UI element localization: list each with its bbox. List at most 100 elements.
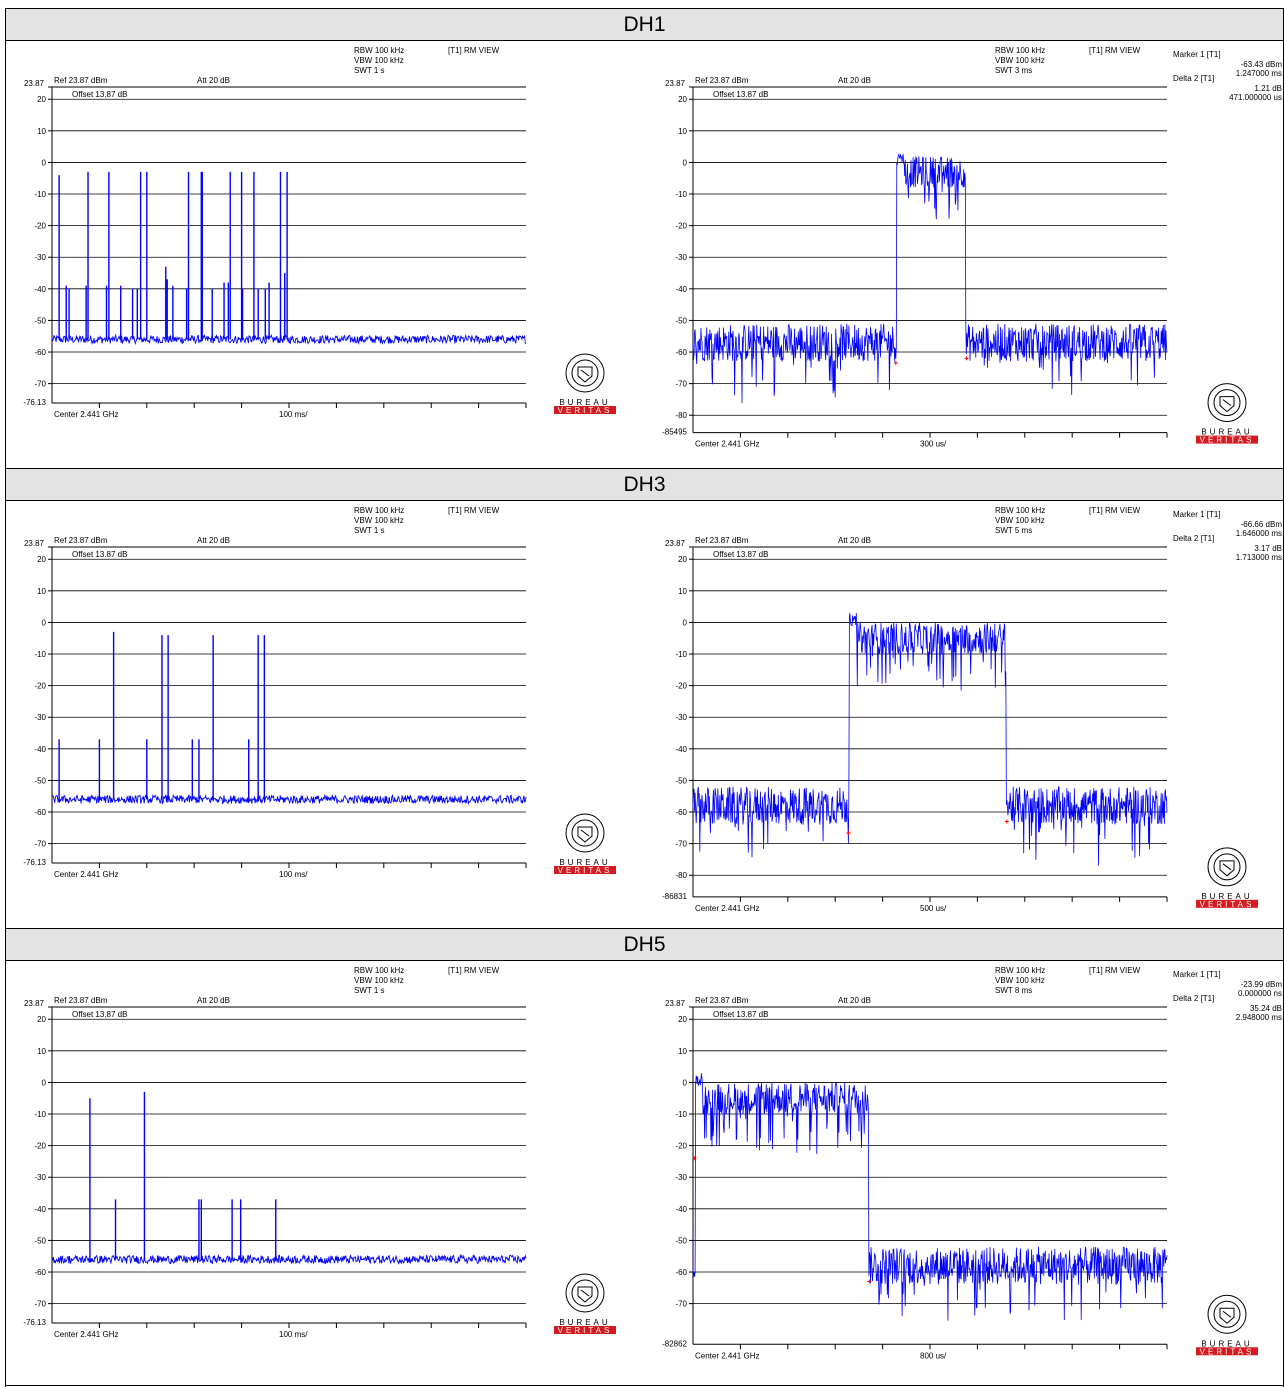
dh1-left-logo-bar-top [554, 398, 616, 406]
dh1-right-y-tick-label: -80 [675, 411, 687, 420]
dh3-right-y-tick-label: -10 [675, 650, 687, 659]
dh5-right-y-tick-label: 20 [678, 1015, 687, 1024]
dh3-right-marker-time: 1.713000 ms [1236, 553, 1282, 562]
dh5-left-y-tick-label: 0 [42, 1078, 47, 1087]
dh1-left-y-tick-label: 20 [37, 95, 46, 104]
dh1-right-logo-inner-ring [1213, 389, 1241, 417]
dh5-left-y-tick-label: -10 [34, 1110, 46, 1119]
dh1-left-y-tick-label: 10 [37, 127, 46, 136]
dh5-right-attenuation: Att 20 dB [838, 996, 871, 1005]
dh3-right-rbw-label: RBW 100 kHz [995, 506, 1045, 515]
dh3-right-logo-inner-ring [1213, 853, 1241, 881]
dh5-left-trace [51, 1253, 527, 1265]
dh1-left-vbw-label: VBW 100 kHz [354, 56, 404, 65]
dh3-right-logo-shield-mark [1222, 863, 1232, 871]
dh1-right-y-tick-label: -70 [675, 380, 687, 389]
dh3-right-y-tick-label: -60 [675, 808, 687, 817]
dh5-right-y-tick-label: -20 [675, 1142, 687, 1151]
dh1-right-marker-time: 1.247000 ms [1236, 69, 1282, 78]
dh5-right-y-top-label: 23.87 [665, 999, 686, 1008]
dh5-right-rbw-label: RBW 100 kHz [995, 966, 1045, 975]
dh3-right-logo-bar-top [1196, 891, 1258, 900]
dh5-left-offset-label: Offset 13.87 dB [72, 1010, 127, 1019]
section-header-dh1: DH1 [5, 8, 1284, 41]
dh1-right-offset-label: Offset 13.87 dB [713, 90, 768, 99]
dh1-right-logo-shield-mark [1222, 399, 1232, 406]
dh3-right-y-tick-label: 20 [678, 555, 687, 564]
section-header-dh5: DH5 [5, 928, 1284, 961]
dh5-left-y-tick-label: -20 [34, 1142, 46, 1151]
dh5-right-logo-inner-ring [1213, 1300, 1241, 1328]
dh3-left-y-tick-label: 0 [42, 618, 47, 627]
dh5-left-attenuation: Att 20 dB [197, 996, 230, 1005]
dh5-left-y-tick-label: -50 [34, 1236, 46, 1245]
dh3-right-ref-level: Ref 23.87 dBm [695, 536, 749, 545]
dh1-right-vbw-label: VBW 100 kHz [995, 56, 1045, 65]
dh5-right-y-tick-label: -60 [675, 1268, 687, 1277]
dh3-left-swt-label: SWT 1 s [354, 526, 385, 535]
dh1-left-offset-label: Offset 13.87 dB [72, 90, 127, 99]
dh3-right-trace [692, 613, 1168, 866]
dh3-left-ref-level: Ref 23.87 dBm [54, 536, 108, 545]
dh1-right-y-tick-label: 20 [678, 95, 687, 104]
dh1-left-logo-inner-ring [571, 359, 599, 387]
dh3-right-center-freq: Center 2.441 GHz [695, 904, 759, 913]
dh3-left-offset-label: Offset 13.87 dB [72, 550, 127, 559]
dh3-left-y-tick-label: -50 [34, 776, 46, 785]
dh5-left-sweep-div: 100 ms/ [279, 1330, 308, 1339]
dh3-left-y-tick-label: -10 [34, 650, 46, 659]
dh1-right-logo-text-top: BUREAU [1201, 428, 1252, 437]
dh1-left-ref-level: Ref 23.87 dBm [54, 76, 108, 85]
dh3-left-y-tick-label: -70 [34, 840, 46, 849]
dh3-left-y-top-label: 23.87 [24, 539, 45, 548]
dh5-left-y-tick-label: 10 [37, 1047, 46, 1056]
dh3-right-y-tick-label: -30 [675, 713, 687, 722]
dh5-left-logo-bar-top [554, 1318, 616, 1326]
dh3-right-attenuation: Att 20 dB [838, 536, 871, 545]
dh1-right-y-top-label: 23.87 [665, 79, 686, 88]
dh1-right-logo-text-bottom: VERITAS [1200, 436, 1255, 445]
dh1-left-y-top-label: 23.87 [24, 79, 45, 88]
dh3-left-rbw-label: RBW 100 kHz [354, 506, 404, 515]
dh3-left-y-tick-label: 20 [37, 555, 46, 564]
dh5-left-y-tick-label: -70 [34, 1300, 46, 1309]
dh3-right-logo-text-bottom: VERITAS [1200, 900, 1255, 909]
dh1-left-y-bottom-label: -76.13 [23, 398, 46, 407]
dh5-left-y-tick-label: -60 [34, 1268, 46, 1277]
dh3-right-y-bottom-label: -86831 [662, 892, 687, 901]
dh1-right-rbw-label: RBW 100 kHz [995, 46, 1045, 55]
dh5-right-vbw-label: VBW 100 kHz [995, 976, 1045, 985]
dh5-left-y-top-label: 23.87 [24, 999, 45, 1008]
dh5-left-logo-text-bottom: VERITAS [558, 1326, 613, 1335]
dh1-left-center-freq: Center 2.441 GHz [54, 410, 118, 419]
dh3-right-y-tick-label: -20 [675, 682, 687, 691]
dh3-right-vbw-label: VBW 100 kHz [995, 516, 1045, 525]
dh1-right-y-tick-label: 10 [678, 127, 687, 136]
dh1-right-y-bottom-label: -85495 [662, 428, 687, 437]
dh5-right-center-freq: Center 2.441 GHz [695, 1351, 759, 1360]
dh3-left-y-tick-label: -40 [34, 745, 46, 754]
dh3-right-y-tick-label: -70 [675, 840, 687, 849]
dh5-right-marker-value: -23.99 dBm [1241, 980, 1283, 989]
dh5-right-logo-shield-mark [1222, 1310, 1232, 1318]
dh1-left-sweep-div: 100 ms/ [279, 410, 308, 419]
dh5-right-marker-value: 35.24 dB [1250, 1004, 1282, 1013]
dh3-left-vbw-label: VBW 100 kHz [354, 516, 404, 525]
dh1-left-y-tick-label: 0 [42, 158, 47, 167]
dh1-left-logo-shield-mark [580, 369, 590, 377]
dh5-right-ref-level: Ref 23.87 dBm [695, 996, 749, 1005]
dh1-right-attenuation: Att 20 dB [838, 76, 871, 85]
dh1-left-y-tick-label: -70 [34, 380, 46, 389]
dh1-left-y-tick-label: -60 [34, 348, 46, 357]
dh1-right-sweep-div: 300 us/ [920, 440, 947, 449]
dh5-left-logo-inner-ring [571, 1279, 599, 1307]
dh5-right-y-tick-label: 10 [678, 1047, 687, 1056]
dh5-right-sweep-div: 800 us/ [920, 1351, 947, 1360]
dh5-right-y-tick-label: -40 [675, 1205, 687, 1214]
dh5-right-y-tick-label: 0 [683, 1078, 688, 1087]
dh1-right-marker-value: 1.21 dB [1254, 84, 1282, 93]
